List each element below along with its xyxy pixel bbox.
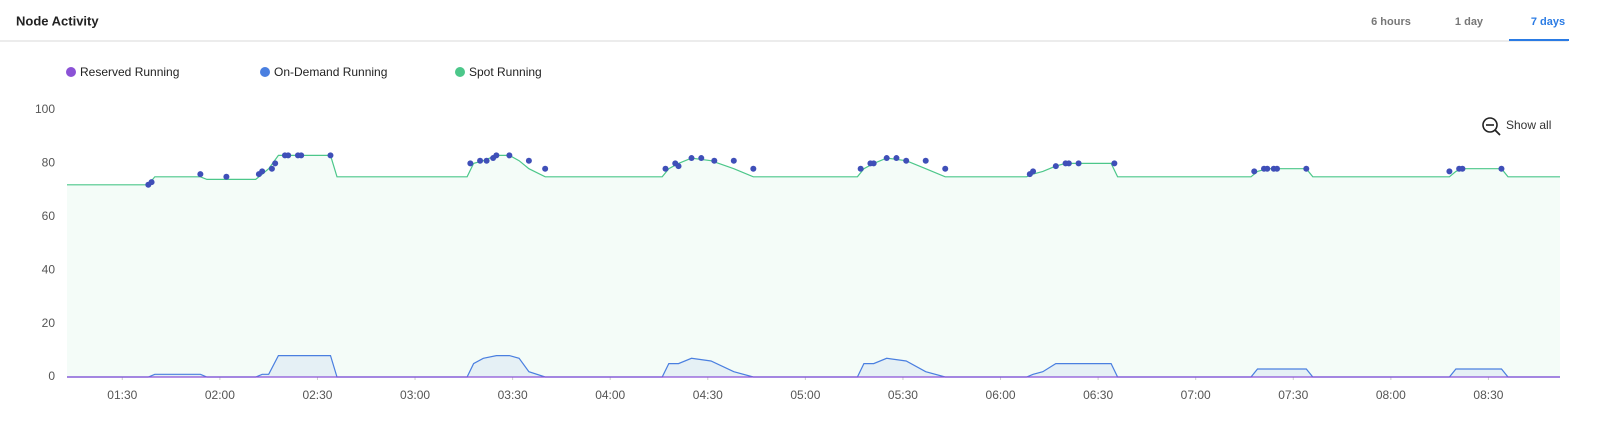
event-marker [883, 155, 890, 162]
zoom-icon [1482, 117, 1498, 133]
event-marker [1075, 160, 1082, 167]
x-tick-label: 02:30 [302, 388, 332, 402]
zoom-icon-handle [1494, 129, 1501, 136]
event-marker [1303, 165, 1310, 172]
legend-label[interactable]: On-Demand Running [274, 65, 387, 79]
x-tick-label: 06:30 [1083, 388, 1113, 402]
event-marker [893, 155, 900, 162]
event-marker [922, 157, 929, 164]
legend-swatch [66, 67, 76, 77]
time-tab[interactable]: 1 day [1455, 16, 1484, 28]
event-marker [942, 165, 949, 172]
event-marker [525, 157, 532, 164]
legend-swatch [455, 67, 465, 77]
series-area [67, 155, 1560, 377]
time-tab[interactable]: 6 hours [1371, 16, 1411, 28]
legend-label[interactable]: Spot Running [469, 65, 542, 79]
x-tick-label: 05:30 [888, 388, 918, 402]
event-marker [1065, 160, 1072, 167]
event-marker [903, 157, 910, 164]
x-tick-label: 08:30 [1473, 388, 1503, 402]
event-marker [857, 165, 864, 172]
panel-title: Node Activity [16, 13, 99, 28]
active-tab-underline [1509, 39, 1569, 41]
event-marker [272, 160, 279, 167]
event-marker [870, 160, 877, 167]
x-tick-label: 01:30 [107, 388, 137, 402]
y-tick-label: 0 [48, 369, 55, 383]
legend: Reserved Running On-Demand Running Spot Ru… [66, 65, 542, 79]
x-tick-label: 03:00 [400, 388, 430, 402]
x-tick-label: 07:00 [1181, 388, 1211, 402]
plot: 0 20 40 60 80 100 01:30 02:00 02:30 03:00 03:30 04:… [35, 102, 1560, 402]
show-all-label[interactable]: Show all [1506, 118, 1551, 132]
event-marker [1446, 168, 1453, 175]
event-marker [259, 168, 266, 175]
x-tick-label: 02:00 [205, 388, 235, 402]
event-marker [698, 155, 705, 162]
event-marker [1498, 165, 1505, 172]
event-marker [711, 157, 718, 164]
event-marker [285, 152, 292, 159]
event-marker [1030, 168, 1037, 175]
time-tabs: 6 hours 1 day 7 days [1371, 16, 1569, 41]
event-marker [750, 165, 757, 172]
event-marker [542, 165, 549, 172]
event-marker [675, 163, 682, 170]
event-marker [1274, 165, 1281, 172]
event-marker [467, 160, 474, 167]
x-tick-label: 07:30 [1278, 388, 1308, 402]
y-tick-label: 100 [35, 102, 55, 116]
x-tick-label: 05:00 [790, 388, 820, 402]
x-tick-label: 03:30 [498, 388, 528, 402]
show-all-button[interactable]: Show all [1482, 117, 1551, 136]
event-marker [730, 157, 737, 164]
event-marker [1264, 165, 1271, 172]
event-marker [662, 165, 669, 172]
event-marker [197, 171, 204, 178]
event-marker [688, 155, 695, 162]
legend-swatch [260, 67, 270, 77]
time-tab[interactable]: 7 days [1531, 16, 1565, 28]
y-tick-label: 40 [42, 262, 56, 276]
event-marker [1111, 160, 1118, 167]
x-tick-label: 04:00 [595, 388, 625, 402]
event-marker [327, 152, 334, 159]
event-marker [148, 179, 155, 186]
y-tick-label: 60 [42, 209, 56, 223]
x-tick-label: 06:00 [986, 388, 1016, 402]
y-tick-label: 80 [42, 156, 56, 170]
x-tick-label: 08:00 [1376, 388, 1406, 402]
event-marker [493, 152, 500, 159]
event-marker [298, 152, 305, 159]
legend-label[interactable]: Reserved Running [80, 65, 179, 79]
event-marker [1052, 163, 1059, 170]
x-tick-label: 04:30 [693, 388, 723, 402]
event-marker [483, 157, 490, 164]
y-tick-label: 20 [42, 316, 56, 330]
event-marker [1251, 168, 1258, 175]
event-marker [1459, 165, 1466, 172]
event-marker [268, 165, 275, 172]
event-marker [223, 173, 230, 180]
event-marker [477, 157, 484, 164]
event-marker [506, 152, 513, 159]
